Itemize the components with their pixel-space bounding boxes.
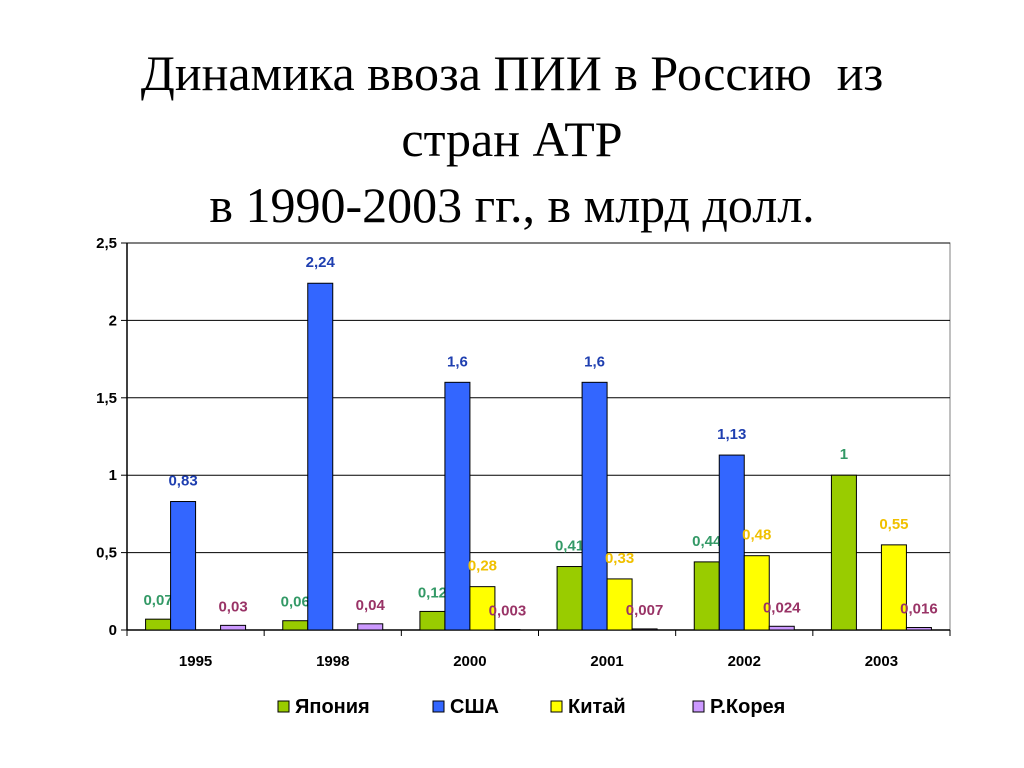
- data-label: 1,6: [584, 353, 605, 370]
- chart-title-line: стран АТР: [401, 111, 623, 167]
- bar: [357, 623, 384, 631]
- legend-swatch: [550, 700, 563, 713]
- y-tick-label: 2: [109, 312, 117, 329]
- data-label: 0,06: [281, 594, 310, 611]
- legend-label: Япония: [295, 696, 370, 718]
- y-tick-label: 0,5: [96, 545, 117, 562]
- bar: [693, 561, 720, 631]
- bar: [282, 620, 309, 631]
- bar: [606, 578, 633, 631]
- bar: [307, 282, 334, 631]
- data-label: 0,003: [489, 603, 527, 620]
- bar: [469, 586, 496, 631]
- bar: [631, 628, 658, 631]
- bar: [220, 624, 247, 631]
- data-label: 0,03: [218, 598, 247, 615]
- bar: [444, 381, 471, 631]
- plot-area: [126, 242, 951, 631]
- data-label: 0,48: [742, 527, 771, 544]
- bar: [880, 544, 907, 631]
- x-tick-label: 2003: [865, 653, 898, 670]
- y-tick-label: 2,5: [96, 235, 117, 252]
- data-label: 0,04: [356, 597, 386, 614]
- data-label: 0,016: [900, 601, 938, 618]
- bar: [556, 566, 583, 631]
- bar: [170, 501, 197, 631]
- data-label: 0,33: [605, 550, 634, 567]
- data-label: 0,28: [468, 558, 497, 575]
- legend-label: Р.Корея: [710, 696, 785, 718]
- bar: [905, 627, 932, 631]
- legend-swatch: [692, 700, 705, 713]
- legend-label: Китай: [568, 696, 626, 718]
- x-tick-label: 1998: [316, 653, 349, 670]
- data-label: 1,6: [447, 353, 468, 370]
- data-label: 0,41: [555, 538, 584, 555]
- data-label: 0,44: [692, 533, 722, 550]
- bar: [830, 474, 857, 631]
- data-label: 0,12: [418, 584, 447, 601]
- bar: [718, 454, 745, 631]
- legend-label: США: [450, 696, 499, 718]
- bar: [494, 629, 521, 631]
- x-tick-label: 2001: [590, 653, 623, 670]
- y-tick-label: 1: [109, 467, 117, 484]
- y-tick-label: 0: [109, 622, 117, 639]
- x-tick-label: 2002: [728, 653, 761, 670]
- x-tick-label: 2000: [453, 653, 486, 670]
- bar: [145, 618, 172, 631]
- data-label: 0,024: [763, 599, 801, 616]
- data-label: 1: [840, 446, 848, 463]
- data-label: 0,007: [626, 602, 664, 619]
- data-label: 1,13: [717, 426, 746, 443]
- chart-title-line: Динамика ввоза ПИИ в Россию из: [140, 45, 884, 101]
- data-label: 0,55: [879, 516, 908, 533]
- bar: [743, 555, 770, 631]
- x-tick-label: 1995: [179, 653, 212, 670]
- bar: [768, 625, 795, 631]
- legend-swatch: [432, 700, 445, 713]
- chart-title-line: в 1990-2003 гг., в млрд долл.: [209, 177, 815, 233]
- y-tick-label: 1,5: [96, 390, 117, 407]
- data-label: 2,24: [306, 254, 336, 271]
- legend-swatch: [277, 700, 290, 713]
- data-label: 0,07: [143, 592, 172, 609]
- chart-title: Динамика ввоза ПИИ в Россию из стран АТР…: [0, 40, 1024, 238]
- bar: [581, 381, 608, 631]
- data-label: 0,83: [168, 473, 197, 490]
- bar: [419, 610, 446, 631]
